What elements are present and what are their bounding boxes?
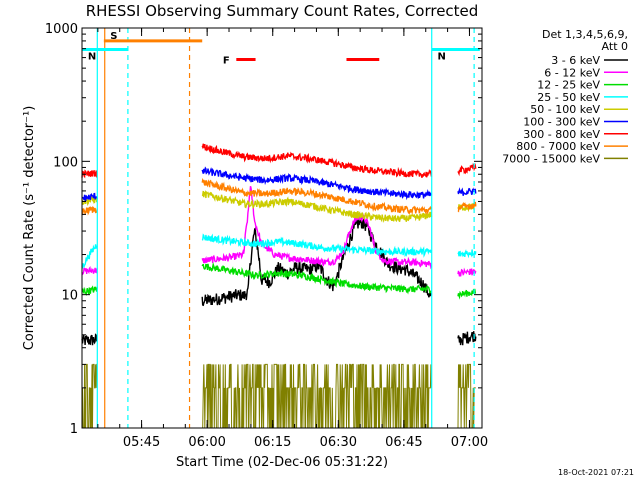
series-line-segment-4-0 — [81, 195, 98, 207]
series-line-segment-3-0 — [81, 244, 98, 269]
series-12-25-kev — [81, 261, 477, 300]
series-line-segment-5-0 — [81, 192, 98, 201]
legend-label-7: 800 - 7000 keV — [516, 140, 600, 153]
series-line-segment-6-1 — [201, 143, 433, 178]
series-line-segment-5-1 — [201, 166, 432, 201]
flag-label-0: S — [110, 31, 117, 42]
y-tick-label-3: 1000 — [45, 22, 78, 37]
series-line-segment-4-2 — [457, 202, 477, 213]
flag-label-3: F — [223, 56, 230, 67]
series-300-800-kev — [81, 143, 477, 179]
series-800-7000-kev — [81, 177, 477, 216]
plot-area: S N N F — [81, 28, 480, 429]
flag-label-1: N — [88, 51, 96, 62]
x-tick-label-2: 06:15 — [254, 435, 291, 450]
x-tick-label-4: 06:45 — [385, 435, 422, 450]
series-line-segment-2-2 — [457, 288, 477, 300]
series-line-segment-7-0 — [81, 205, 98, 216]
x-axis-label: Start Time (02-Dec-06 05:31:22) — [176, 455, 388, 470]
series-line-segment-6-0 — [81, 169, 98, 179]
series-100-300-kev — [81, 166, 477, 201]
legend-label-5: 100 - 300 keV — [523, 116, 600, 129]
series-3-6-kev — [81, 217, 477, 346]
legend-label-2: 12 - 25 keV — [537, 79, 600, 92]
legend-label-8: 7000 - 15000 keV — [502, 152, 600, 165]
x-tick-label-3: 06:30 — [320, 435, 357, 450]
y-tick-label-2: 100 — [53, 155, 78, 170]
series-line-segment-6-2 — [457, 163, 477, 177]
legend-label-1: 6 - 12 keV — [544, 66, 600, 79]
x-tick-label-0: 05:45 — [123, 435, 160, 450]
y-axis: 1 10 100 1000 — [45, 22, 482, 437]
x-axis: 05:45 06:00 06:15 06:30 06:45 07:00 — [97, 28, 488, 450]
series-25-50-kev — [81, 233, 477, 269]
legend-label-0: 3 - 6 keV — [551, 54, 600, 67]
y-axis-label: Corrected Count Rate (s⁻¹ detector⁻¹) — [22, 106, 37, 351]
series-line-segment-3-2 — [457, 249, 477, 259]
legend-label-6: 300 - 800 keV — [523, 128, 600, 141]
flag-label-2: N — [438, 51, 446, 62]
series-line-segment-2-1 — [201, 261, 433, 295]
series-7000-15000-kev — [81, 363, 476, 429]
series-line-segment-4-1 — [201, 189, 433, 223]
legend-label-4: 50 - 100 keV — [530, 103, 600, 116]
chart-title: RHESSI Observing Summary Count Rates, Co… — [86, 2, 479, 20]
series-line-segment-2-0 — [81, 285, 98, 297]
x-tick-label-1: 06:00 — [188, 435, 225, 450]
series-line-segment-0-0 — [81, 333, 98, 346]
legend-label-3: 25 - 50 keV — [537, 91, 600, 104]
series-line-segment-8-1 — [202, 363, 432, 429]
y-tick-label-1: 10 — [61, 289, 78, 304]
series-line-segment-7-2 — [457, 201, 477, 213]
series-line-segment-3-1 — [201, 233, 433, 258]
y-tick-label-0: 1 — [70, 422, 78, 437]
series-line-segment-1-2 — [457, 267, 477, 277]
series-line-segment-0-1 — [201, 217, 433, 307]
plot-frame — [81, 27, 483, 429]
x-tick-label-5: 07:00 — [451, 435, 488, 450]
series-line-segment-1-1 — [201, 186, 433, 270]
legend-header-line-1: Det 1,3,4,5,6,9, — [542, 28, 628, 41]
series-line-segment-0-2 — [457, 331, 477, 346]
series-6-12-kev — [81, 186, 477, 277]
series-line-segment-1-0 — [81, 265, 98, 276]
series-line-segment-7-1 — [201, 177, 433, 216]
series-line-segment-8-0 — [81, 363, 98, 429]
generation-timestamp: 18-Oct-2021 07:21 — [558, 468, 634, 477]
legend-header-line-2: Att 0 — [602, 40, 628, 53]
series-line-segment-5-2 — [457, 187, 477, 196]
series-50-100-kev — [81, 189, 477, 223]
series-line-segment-8-2 — [457, 363, 476, 429]
